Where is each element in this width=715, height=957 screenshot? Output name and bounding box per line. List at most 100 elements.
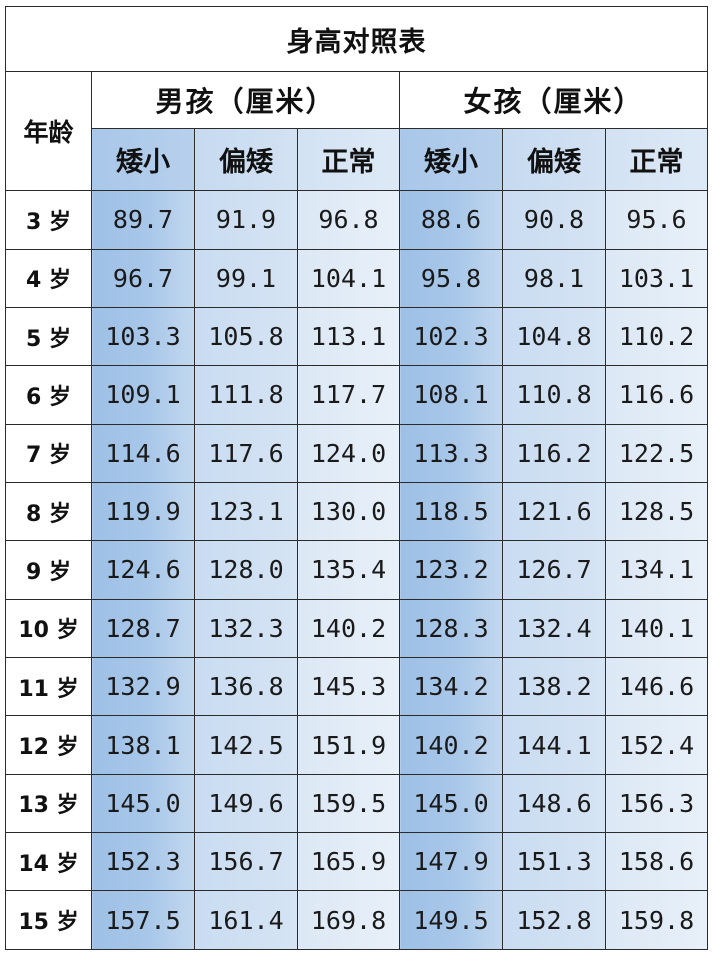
boys-normal-value-cell: 130.0	[297, 481, 400, 542]
girls-lean-value-cell: 116.2	[502, 423, 606, 483]
boys-normal-value-cell: 117.7	[297, 365, 400, 425]
table-row: 9 岁 124.6 128.0 135.4 123.2 126.7 134.1	[5, 540, 709, 600]
boys-normal-value-cell: 124.0	[297, 423, 400, 483]
group-header-row: 年龄 男孩（厘米） 女孩（厘米）	[5, 71, 709, 192]
table-row: 12 岁 138.1 142.5 151.9 140.2 144.1 152.4	[5, 715, 709, 775]
table-row: 15 岁 157.5 161.4 169.8 149.5 152.8 159.8	[5, 890, 709, 950]
age-cell: 8 岁	[5, 481, 92, 542]
girls-normal-value-cell: 156.3	[604, 773, 709, 834]
age-cell: 9 岁	[5, 540, 92, 600]
boys-lean-value-cell: 161.4	[194, 890, 298, 950]
girls-normal-value-cell: 116.6	[604, 365, 709, 425]
girls-short-value-cell: 113.3	[399, 423, 503, 483]
girls-lean-value-cell: 144.1	[502, 715, 606, 775]
girls-normal-value-cell: 146.6	[604, 657, 709, 717]
boys-normal-header: 正常	[297, 127, 400, 192]
boys-short-value-cell: 114.6	[91, 423, 195, 483]
boys-normal-value-cell: 113.1	[297, 306, 400, 367]
age-column-header: 年龄	[5, 71, 92, 192]
boys-normal-value-cell: 169.8	[297, 890, 400, 950]
girls-short-value-cell: 108.1	[399, 365, 503, 425]
girls-lean-header: 偏矮	[502, 127, 606, 192]
age-cell: 14 岁	[5, 832, 92, 892]
table-title: 身高对照表	[4, 5, 709, 73]
title-row: 身高对照表	[4, 5, 709, 73]
table-row: 6 岁 109.1 111.8 117.7 108.1 110.8 116.6	[5, 365, 709, 425]
table-row: 5 岁 103.3 105.8 113.1 102.3 104.8 110.2	[5, 306, 709, 367]
girls-short-value-cell: 128.3	[399, 598, 503, 659]
table-row: 14 岁 152.3 156.7 165.9 147.9 151.3 158.6	[5, 832, 709, 892]
girls-normal-value-cell: 158.6	[604, 832, 709, 892]
age-cell: 13 岁	[5, 773, 92, 834]
boys-lean-value-cell: 142.5	[194, 715, 298, 775]
girls-lean-value-cell: 90.8	[502, 190, 606, 250]
subheader-row: 矮小 偏矮 正常 矮小 偏矮 正常	[6, 127, 709, 192]
boys-short-value-cell: 89.7	[91, 190, 195, 250]
boys-lean-value-cell: 105.8	[194, 306, 298, 367]
girls-short-value-cell: 95.8	[399, 248, 503, 308]
girls-normal-value-cell: 103.1	[604, 248, 709, 308]
age-cell: 6 岁	[5, 365, 92, 425]
boys-short-value-cell: 103.3	[91, 306, 195, 367]
girls-normal-value-cell: 134.1	[604, 540, 709, 600]
boys-normal-value-cell: 96.8	[297, 190, 400, 250]
age-cell: 5 岁	[5, 306, 92, 367]
girls-lean-value-cell: 126.7	[502, 540, 606, 600]
boys-lean-header: 偏矮	[194, 127, 298, 192]
age-cell: 15 岁	[5, 890, 92, 950]
girls-short-value-cell: 140.2	[399, 715, 503, 775]
age-cell: 7 岁	[5, 423, 92, 483]
boys-lean-value-cell: 111.8	[194, 365, 298, 425]
age-cell: 11 岁	[5, 657, 92, 717]
girls-short-value-cell: 88.6	[399, 190, 503, 250]
girls-short-value-cell: 147.9	[399, 832, 503, 892]
boys-short-value-cell: 145.0	[91, 773, 195, 834]
age-cell: 3 岁	[5, 190, 92, 250]
girls-normal-value-cell: 128.5	[604, 481, 709, 542]
height-reference-table: 身高对照表 年龄 男孩（厘米） 女孩（厘米） 矮小 偏矮 正常 矮小 偏矮 正常…	[4, 5, 709, 950]
boys-normal-value-cell: 159.5	[297, 773, 400, 834]
girls-lean-value-cell: 152.8	[502, 890, 606, 950]
girls-lean-value-cell: 110.8	[502, 365, 606, 425]
boys-short-value-cell: 157.5	[91, 890, 195, 950]
girls-lean-value-cell: 151.3	[502, 832, 606, 892]
boys-lean-value-cell: 132.3	[194, 598, 298, 659]
boys-short-value-cell: 119.9	[91, 481, 195, 542]
table-row: 10 岁 128.7 132.3 140.2 128.3 132.4 140.1	[5, 598, 709, 659]
table-row: 11 岁 132.9 136.8 145.3 134.2 138.2 146.6	[5, 657, 709, 717]
boys-normal-value-cell: 140.2	[297, 598, 400, 659]
girls-short-value-cell: 118.5	[399, 481, 503, 542]
girls-lean-value-cell: 138.2	[502, 657, 606, 717]
boys-lean-value-cell: 156.7	[194, 832, 298, 892]
boys-normal-value-cell: 165.9	[297, 832, 400, 892]
girls-lean-value-cell: 121.6	[502, 481, 606, 542]
boys-lean-value-cell: 123.1	[194, 481, 298, 542]
boys-short-value-cell: 132.9	[91, 657, 195, 717]
girls-short-value-cell: 149.5	[399, 890, 503, 950]
girls-normal-header: 正常	[604, 127, 709, 192]
boys-short-value-cell: 96.7	[91, 248, 195, 308]
table-row: 7 岁 114.6 117.6 124.0 113.3 116.2 122.5	[5, 423, 709, 483]
girls-normal-value-cell: 140.1	[604, 598, 709, 659]
girls-normal-value-cell: 152.4	[604, 715, 709, 775]
boys-lean-value-cell: 117.6	[194, 423, 298, 483]
boys-short-value-cell: 128.7	[91, 598, 195, 659]
table-row: 8 岁 119.9 123.1 130.0 118.5 121.6 128.5	[5, 481, 709, 542]
boys-lean-value-cell: 91.9	[194, 190, 298, 250]
girls-lean-value-cell: 148.6	[502, 773, 606, 834]
boys-short-value-cell: 138.1	[91, 715, 195, 775]
boys-lean-value-cell: 136.8	[194, 657, 298, 717]
girls-lean-value-cell: 104.8	[502, 306, 606, 367]
boys-normal-value-cell: 145.3	[297, 657, 400, 717]
girls-normal-value-cell: 95.6	[604, 190, 709, 250]
girls-group-header: 女孩（厘米）	[398, 71, 709, 129]
girls-normal-value-cell: 159.8	[604, 890, 709, 950]
boys-normal-value-cell: 135.4	[297, 540, 400, 600]
girls-normal-value-cell: 122.5	[604, 423, 709, 483]
boys-lean-value-cell: 99.1	[194, 248, 298, 308]
girls-short-value-cell: 134.2	[399, 657, 503, 717]
girls-short-value-cell: 123.2	[399, 540, 503, 600]
girls-normal-value-cell: 110.2	[604, 306, 709, 367]
table-row: 13 岁 145.0 149.6 159.5 145.0 148.6 156.3	[5, 773, 709, 834]
age-cell: 12 岁	[5, 715, 92, 775]
